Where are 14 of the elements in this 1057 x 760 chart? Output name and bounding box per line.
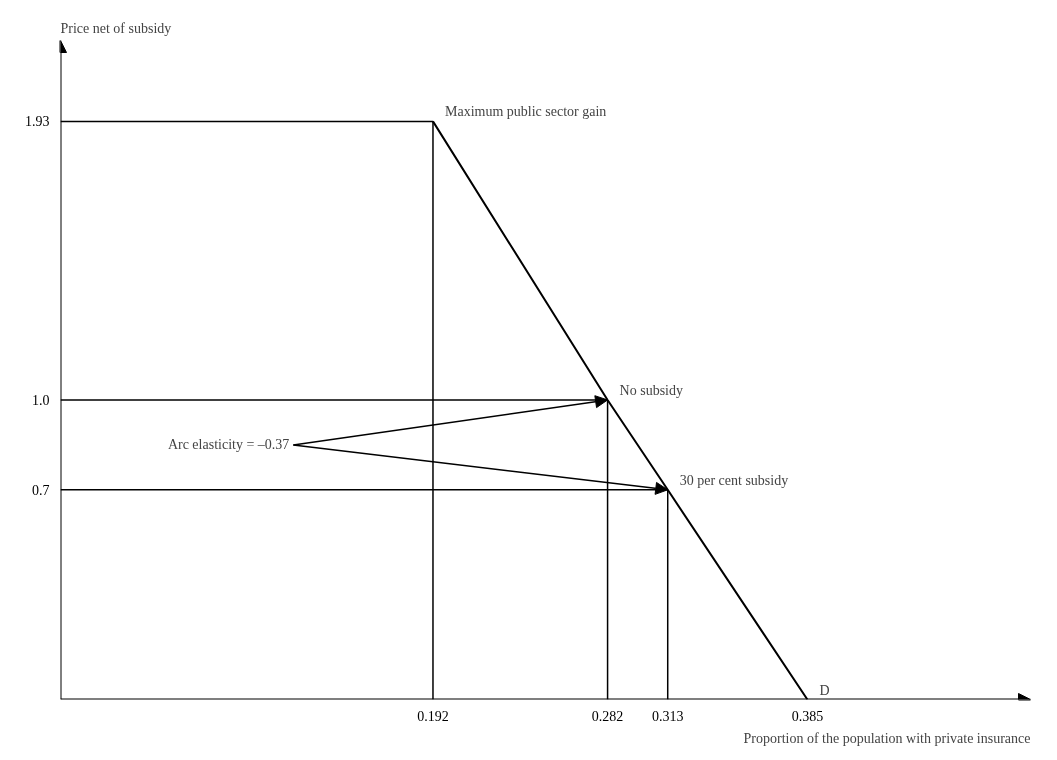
x-axis-title: Proportion of the population with private insurance (743, 730, 1031, 746)
y-axis-title: Price net of subsidy (60, 20, 172, 36)
x-tick-label: 0.282 (591, 708, 624, 724)
y-tick-label: 1.93 (25, 114, 50, 130)
annotation: Arc elasticity = –0.37 (167, 437, 290, 453)
annotation: 30 per cent subsidy (679, 472, 789, 488)
y-tick-label: 0.7 (32, 482, 50, 498)
annotation: No subsidy (619, 382, 683, 398)
annotation: Maximum public sector gain (444, 104, 607, 120)
annotation: D (819, 682, 830, 698)
x-tick-label: 0.385 (791, 708, 824, 724)
x-tick-label: 0.192 (417, 708, 449, 724)
x-tick-label: 0.313 (651, 708, 684, 724)
text: 1.0 (32, 392, 50, 408)
